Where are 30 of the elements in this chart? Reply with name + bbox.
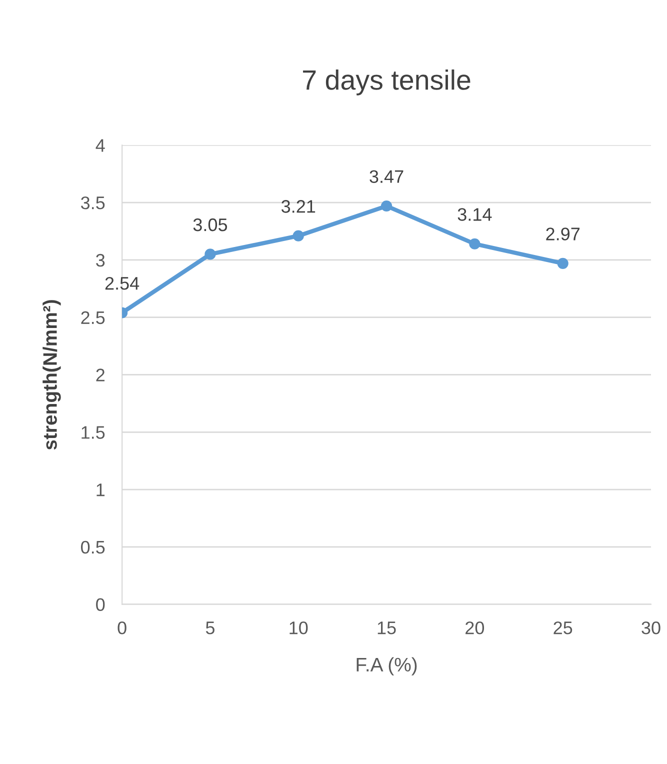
y-tick-label: 3.5 — [80, 196, 105, 210]
y-tick-label: 1 — [96, 484, 105, 496]
point — [380, 200, 392, 212]
chart-title: 7 days tensile — [303, 69, 470, 96]
x-tick-label: 10 — [290, 621, 308, 634]
data-label: 2.97 — [546, 228, 580, 240]
x-axis-title: F.A (%) — [356, 657, 417, 676]
y-axis-title: strength(N/mm²) — [42, 300, 61, 450]
x-tick-label: 0 — [118, 621, 126, 634]
x-tick-label: 20 — [466, 621, 484, 634]
y-tick-label: 2.5 — [81, 311, 105, 324]
y-tick-label: 3 — [96, 254, 105, 267]
point — [469, 238, 480, 250]
x-tick-label: 5 — [206, 622, 214, 634]
data-label: 2.54 — [105, 276, 140, 290]
point — [204, 248, 216, 260]
x-tick-label: 15 — [378, 622, 396, 634]
y-tick-label: 1.5 — [82, 426, 105, 439]
x-tick-label: 30 — [642, 621, 660, 634]
y-tick-label: 2 — [96, 368, 104, 382]
point — [557, 258, 568, 269]
data-label: 3.21 — [281, 200, 316, 213]
data-label: 3.47 — [370, 170, 404, 183]
x-tick-label: 25 — [554, 621, 572, 634]
point — [292, 230, 304, 242]
data-label: 3.05 — [193, 218, 228, 232]
data-label: 3.14 — [458, 208, 492, 221]
y-tick-label: 0.5 — [81, 540, 105, 554]
y-tick-label: 0 — [96, 598, 105, 612]
y-tick-label: 4 — [96, 139, 105, 152]
